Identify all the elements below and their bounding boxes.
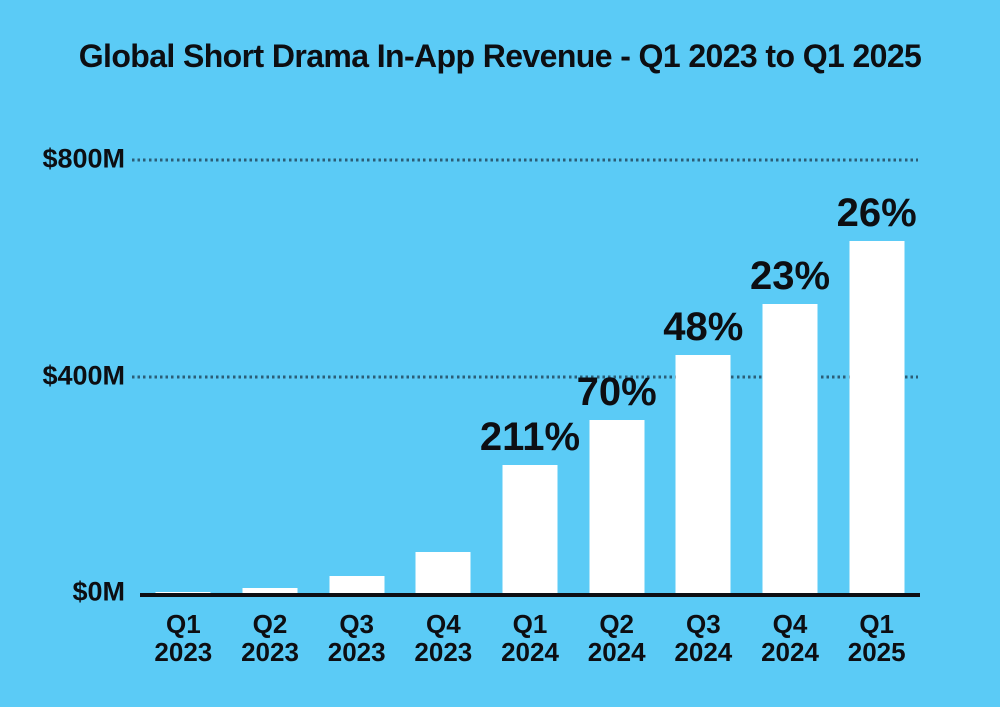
bar-q1-2025 [849,241,905,593]
x-tick-label: Q3 2024 [674,609,733,667]
chart-title: Global Short Drama In-App Revenue - Q1 2… [78,38,922,74]
x-tick-label: Q4 2024 [761,609,819,667]
growth-label: 26% [836,191,917,236]
bar-slot [400,160,487,593]
gridline [132,158,918,162]
bar-slot: 211% [480,160,580,593]
bar-q1-2023 [155,591,211,593]
bar-slot: 26% [833,160,920,593]
x-tick-label: Q2 2024 [587,609,646,667]
gridline [132,375,918,378]
bar-q3-2023 [329,576,385,593]
plot-area: 211% 70% 48% 23% 26% [132,158,920,597]
bar-slot [227,160,314,593]
bar-q2-2023 [242,588,298,593]
growth-label: 70% [576,370,657,415]
y-tick-label: $0M [72,576,125,607]
bar-slot [313,160,400,593]
bar-slot: 70% [573,160,660,593]
y-tick-label: $400M [42,359,125,390]
x-tick-label: Q1 2024 [501,609,559,667]
y-tick-label: $800M [42,143,125,174]
bar-slot: 23% [747,160,834,593]
bar-q4-2023 [415,552,471,593]
bar-q2-2024 [589,420,645,593]
growth-label: 48% [663,304,744,349]
bar-q1-2024 [502,464,558,593]
bar-q4-2024 [762,303,818,593]
x-tick-label: Q1 2025 [847,609,906,667]
x-tick-label: Q3 2023 [327,609,386,667]
bar-slot: 48% [660,160,747,593]
growth-label: 23% [749,253,831,298]
x-tick-label: Q4 2023 [414,609,473,667]
x-tick-label: Q2 2023 [241,609,299,667]
x-tick-label: Q1 2023 [154,609,213,667]
bar-q3-2024 [675,354,731,593]
growth-label: 211% [479,414,581,459]
bar-slot [140,160,227,593]
